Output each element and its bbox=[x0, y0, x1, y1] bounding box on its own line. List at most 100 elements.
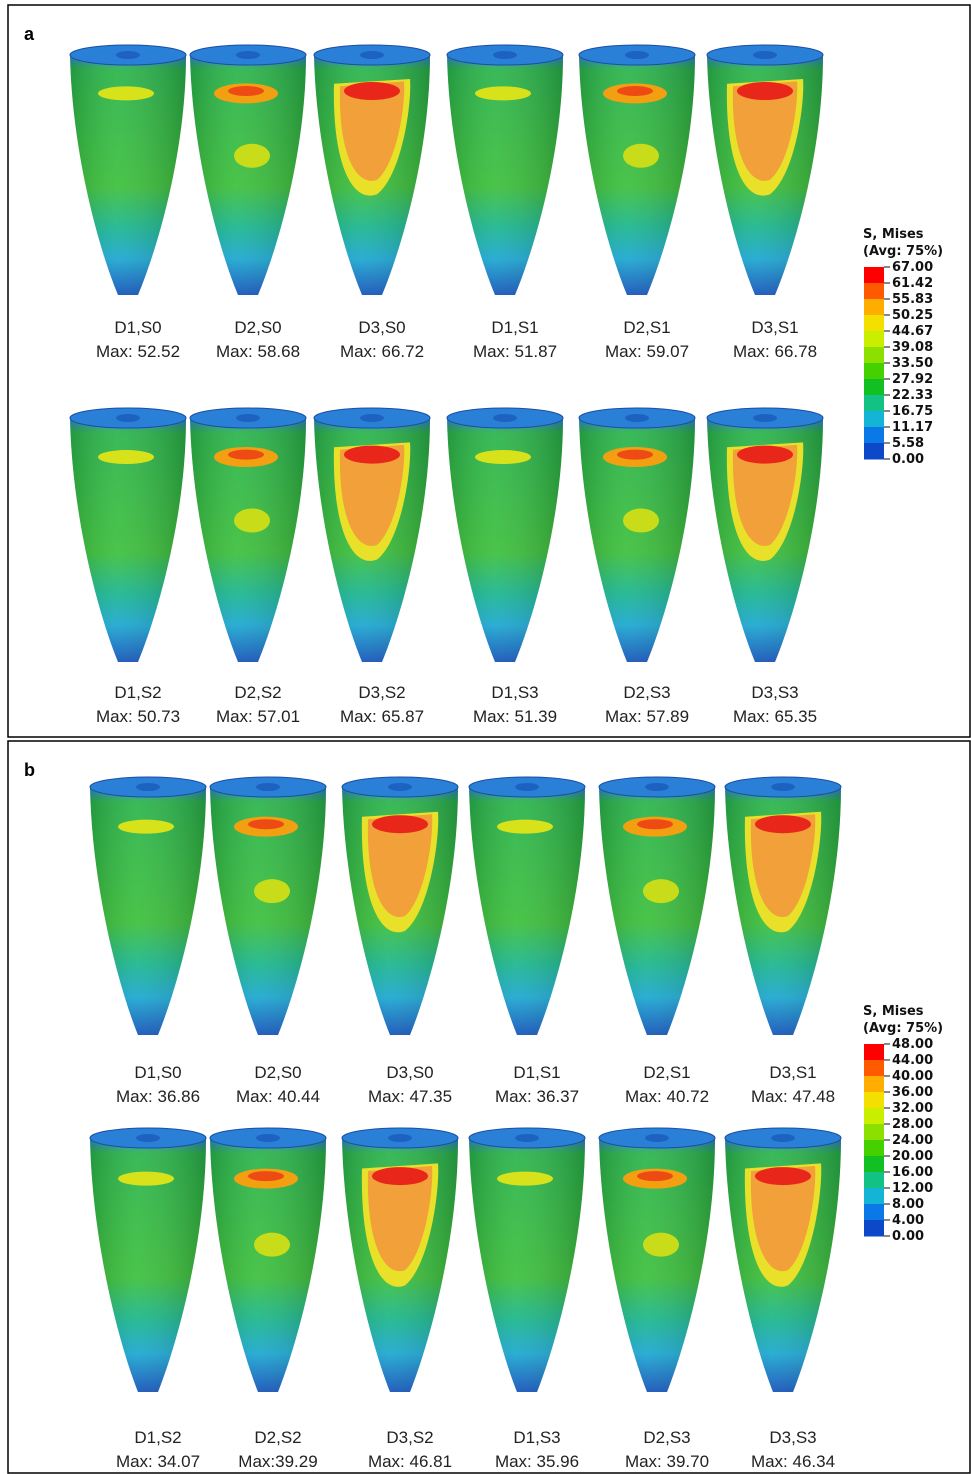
max-stress: Max: 51.87 bbox=[473, 342, 557, 361]
stress-zone bbox=[637, 1171, 673, 1182]
max-stress: Max: 65.35 bbox=[733, 707, 817, 726]
stress-zone bbox=[617, 449, 653, 460]
stress-zone bbox=[617, 86, 653, 96]
sample-name: D1,S2 bbox=[114, 683, 161, 702]
sample-name: D1,S0 bbox=[134, 1063, 181, 1082]
colorbar-label: 0.00 bbox=[892, 1229, 924, 1244]
tooth-hole bbox=[493, 414, 517, 422]
colorbar-label: 28.00 bbox=[892, 1117, 933, 1132]
stress-zone bbox=[228, 449, 264, 460]
sample-name: D2,S0 bbox=[254, 1063, 301, 1082]
stress-zone bbox=[367, 1165, 433, 1272]
tooth-shade bbox=[190, 418, 306, 662]
stress-zone bbox=[248, 819, 284, 830]
tooth-hole bbox=[360, 414, 384, 422]
tooth-hole bbox=[236, 51, 260, 59]
colorbar-segment bbox=[864, 1140, 884, 1157]
stress-zone bbox=[372, 815, 428, 834]
max-stress: Max: 52.52 bbox=[96, 342, 180, 361]
max-stress: Max: 51.39 bbox=[473, 707, 557, 726]
colorbar-label: 39.08 bbox=[892, 340, 933, 355]
sample-name: D2,S2 bbox=[254, 1428, 301, 1447]
sample-name: D3,S1 bbox=[751, 318, 798, 337]
stress-zone bbox=[623, 508, 659, 533]
stress-zone bbox=[248, 1171, 284, 1182]
colorbar-segment bbox=[864, 411, 884, 428]
max-stress: Max: 36.37 bbox=[495, 1087, 579, 1106]
stress-zone bbox=[750, 1165, 816, 1272]
tooth-shade bbox=[469, 1138, 585, 1392]
max-stress: Max: 39.70 bbox=[625, 1452, 709, 1471]
colorbar-label: 44.67 bbox=[892, 324, 933, 339]
colorbar-label: 44.00 bbox=[892, 1053, 933, 1068]
stress-zone bbox=[475, 86, 531, 101]
tooth-hole bbox=[625, 414, 649, 422]
max-stress: Max: 46.81 bbox=[368, 1452, 452, 1471]
colorbar-segment bbox=[864, 1156, 884, 1173]
max-stress: Max: 40.44 bbox=[236, 1087, 320, 1106]
colorbar-label: 36.00 bbox=[892, 1085, 933, 1100]
panel-label: b bbox=[24, 760, 35, 780]
tooth-hole bbox=[360, 51, 384, 59]
tooth-hole bbox=[771, 783, 795, 791]
tooth-hole bbox=[136, 783, 160, 791]
colorbar-label: 33.50 bbox=[892, 356, 933, 371]
max-stress: Max: 59.07 bbox=[605, 342, 689, 361]
stress-zone bbox=[339, 444, 405, 546]
max-stress: Max: 40.72 bbox=[625, 1087, 709, 1106]
stress-zone bbox=[118, 1171, 174, 1186]
colorbar-segment bbox=[864, 379, 884, 396]
sample-name: D2,S1 bbox=[623, 318, 670, 337]
colorbar-segment bbox=[864, 1044, 884, 1061]
tooth-hole bbox=[493, 51, 517, 59]
tooth-shade bbox=[90, 787, 206, 1035]
max-stress: Max: 66.78 bbox=[733, 342, 817, 361]
max-stress: Max: 47.35 bbox=[368, 1087, 452, 1106]
stress-zone bbox=[497, 819, 553, 834]
stress-zone bbox=[234, 143, 270, 168]
colorbar-segment bbox=[864, 267, 884, 284]
tooth-shade bbox=[210, 787, 326, 1035]
sample-name: D1,S3 bbox=[491, 683, 538, 702]
tooth-shade bbox=[90, 1138, 206, 1392]
sample-name: D3,S0 bbox=[358, 318, 405, 337]
colorbar-label: 27.92 bbox=[892, 372, 933, 387]
tooth-hole bbox=[515, 783, 539, 791]
sample-name: D3,S3 bbox=[769, 1428, 816, 1447]
colorbar-segment bbox=[864, 331, 884, 348]
colorbar-label: 22.33 bbox=[892, 388, 933, 403]
colorbar-label: 5.58 bbox=[892, 436, 924, 451]
sample-name: D1,S1 bbox=[513, 1063, 560, 1082]
colorbar-segment bbox=[864, 315, 884, 332]
colorbar-segment bbox=[864, 363, 884, 380]
colorbar-label: 11.17 bbox=[892, 420, 933, 435]
legend-title: S, Mises bbox=[863, 227, 924, 242]
stress-zone bbox=[254, 1232, 290, 1257]
stress-zone bbox=[234, 508, 270, 533]
tooth-hole bbox=[645, 1134, 669, 1142]
sample-name: D2,S3 bbox=[623, 683, 670, 702]
sample-name: D2,S2 bbox=[234, 683, 281, 702]
tooth-hole bbox=[116, 414, 140, 422]
stress-zone bbox=[228, 86, 264, 96]
sample-name: D2,S0 bbox=[234, 318, 281, 337]
panel-label: a bbox=[24, 24, 35, 44]
colorbar-label: 4.00 bbox=[892, 1213, 924, 1228]
colorbar-label: 32.00 bbox=[892, 1101, 933, 1116]
stress-zone bbox=[344, 445, 400, 464]
colorbar-segment bbox=[864, 395, 884, 412]
stress-zone bbox=[637, 819, 673, 830]
tooth-hole bbox=[771, 1134, 795, 1142]
colorbar-segment bbox=[864, 443, 884, 460]
colorbar-label: 48.00 bbox=[892, 1037, 933, 1052]
colorbar-segment bbox=[864, 427, 884, 444]
max-stress: Max: 57.01 bbox=[216, 707, 300, 726]
sample-name: D2,S3 bbox=[643, 1428, 690, 1447]
stress-zone bbox=[737, 82, 793, 100]
tooth-hole bbox=[136, 1134, 160, 1142]
stress-zone bbox=[339, 81, 405, 181]
stress-zone bbox=[732, 444, 798, 546]
colorbar-label: 24.00 bbox=[892, 1133, 933, 1148]
sample-name: D1,S2 bbox=[134, 1428, 181, 1447]
colorbar-segment bbox=[864, 1108, 884, 1125]
